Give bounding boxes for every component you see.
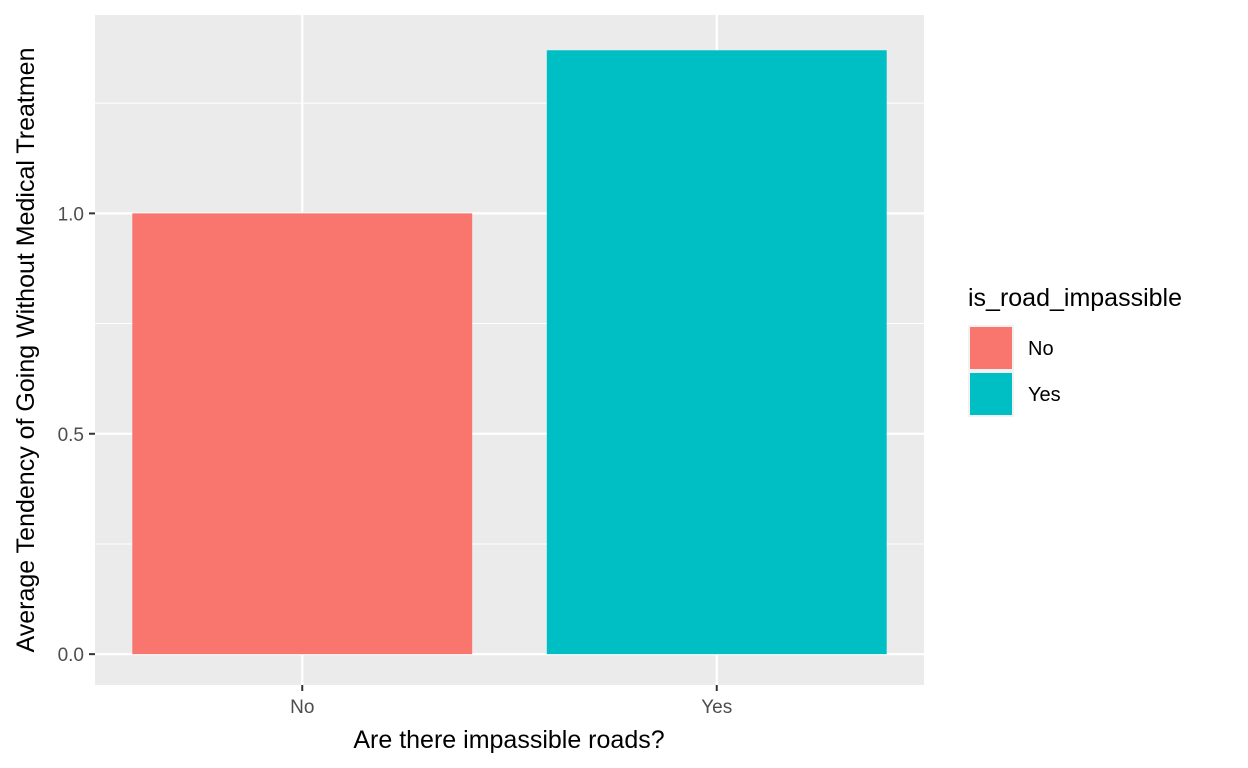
- legend-label: No: [1028, 338, 1054, 360]
- bar-yes: [546, 50, 887, 655]
- legend-label: Yes: [1028, 384, 1061, 406]
- y-tick-label: 0.0: [58, 645, 84, 666]
- x-tick-label: Yes: [701, 697, 732, 718]
- legend-swatch-no: [970, 327, 1012, 369]
- legend-swatch-yes: [970, 373, 1012, 415]
- y-tick-label: 1.0: [58, 204, 84, 225]
- y-axis-title: Average Tendency of Going Without Medica…: [12, 48, 40, 653]
- x-axis-ticks: No Yes: [290, 685, 732, 718]
- bars: [132, 50, 887, 655]
- x-tick-label: No: [290, 697, 314, 718]
- legend-entries: No Yes: [968, 325, 1061, 417]
- y-axis-ticks: 0.0 0.5 1.0: [58, 204, 95, 666]
- legend-title: is_road_impassible: [968, 284, 1182, 312]
- y-tick-label: 0.5: [58, 425, 84, 446]
- legend: is_road_impassible No Yes: [968, 284, 1182, 417]
- x-axis-title: Are there impassible roads?: [353, 726, 664, 754]
- bar-no: [132, 213, 473, 655]
